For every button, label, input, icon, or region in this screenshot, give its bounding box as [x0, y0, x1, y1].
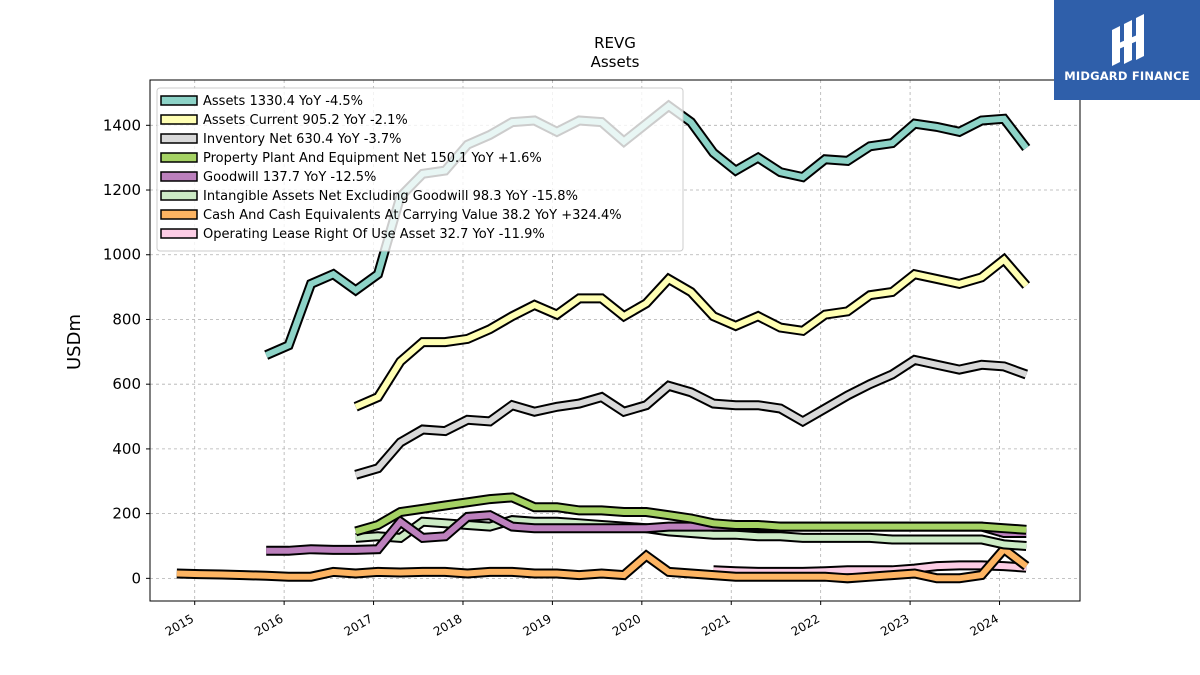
x-tick-label: 2020 [610, 611, 643, 638]
legend-label: Property Plant And Equipment Net 150.1 Y… [203, 151, 542, 166]
x-tick-label: 2024 [968, 611, 1001, 638]
series-line [355, 517, 1027, 549]
legend-label: Intangible Assets Net Excluding Goodwill… [203, 189, 578, 204]
legend-swatch [160, 228, 198, 239]
y-tick-label: 400 [112, 440, 141, 458]
series-line [354, 255, 1029, 410]
logo-text: MIDGARD FINANCE [1064, 69, 1190, 83]
y-tick-label: 1200 [103, 181, 141, 199]
legend-label: Assets 1330.4 YoY -4.5% [203, 94, 363, 109]
y-tick-label: 1000 [103, 246, 141, 264]
legend-swatch [160, 133, 198, 144]
legend-swatch [160, 171, 198, 182]
y-tick-label: 600 [112, 375, 141, 393]
legend-label: Cash And Cash Equivalents At Carrying Va… [203, 208, 622, 223]
legend-swatch [160, 95, 198, 106]
y-tick-label: 200 [112, 505, 141, 523]
legend-label: Inventory Net 630.4 YoY -3.7% [203, 132, 402, 147]
y-tick-label: 800 [112, 310, 141, 328]
series-line [354, 494, 1027, 535]
legend-label: Assets Current 905.2 YoY -2.1% [203, 113, 408, 128]
series-line [176, 545, 1029, 582]
x-tick-label: 2023 [878, 611, 911, 638]
plot-frame [149, 79, 1081, 602]
brand-logo: MIDGARD FINANCE [1054, 0, 1200, 100]
y-tick-label: 0 [131, 569, 141, 587]
legend-box [156, 87, 684, 252]
legend-swatch [160, 209, 198, 220]
legend-label: Operating Lease Right Of Use Asset 32.7 … [203, 227, 545, 242]
x-tick-label: 2018 [431, 611, 464, 638]
x-tick-label: 2019 [520, 611, 553, 638]
legend-label: Goodwill 137.7 YoY -12.5% [203, 170, 376, 185]
legend-swatch [160, 190, 198, 201]
chart-title: REVG [594, 34, 636, 52]
y-axis: 0 200 400 600 800 1000 1200 1400 [103, 116, 150, 587]
legend: Assets 1330.4 YoY -4.5% Assets Current 90… [156, 87, 684, 252]
x-axis: 2015 2016 2017 2018 2019 2020 2021 2022 2023 2024 [163, 601, 1001, 639]
x-tick-label: 2017 [342, 611, 375, 638]
x-tick-label: 2016 [252, 611, 285, 638]
chart-subtitle: Assets [591, 53, 640, 71]
legend-swatch [160, 152, 198, 163]
logo-mark-icon [1112, 14, 1144, 66]
y-axis-label: USDm [64, 314, 85, 370]
x-tick-label: 2015 [163, 611, 196, 638]
legend-swatch [160, 114, 198, 125]
y-tick-label: 1400 [103, 116, 141, 134]
x-tick-label: 2022 [789, 611, 822, 638]
series-line [354, 356, 1028, 478]
x-tick-label: 2021 [699, 611, 732, 638]
